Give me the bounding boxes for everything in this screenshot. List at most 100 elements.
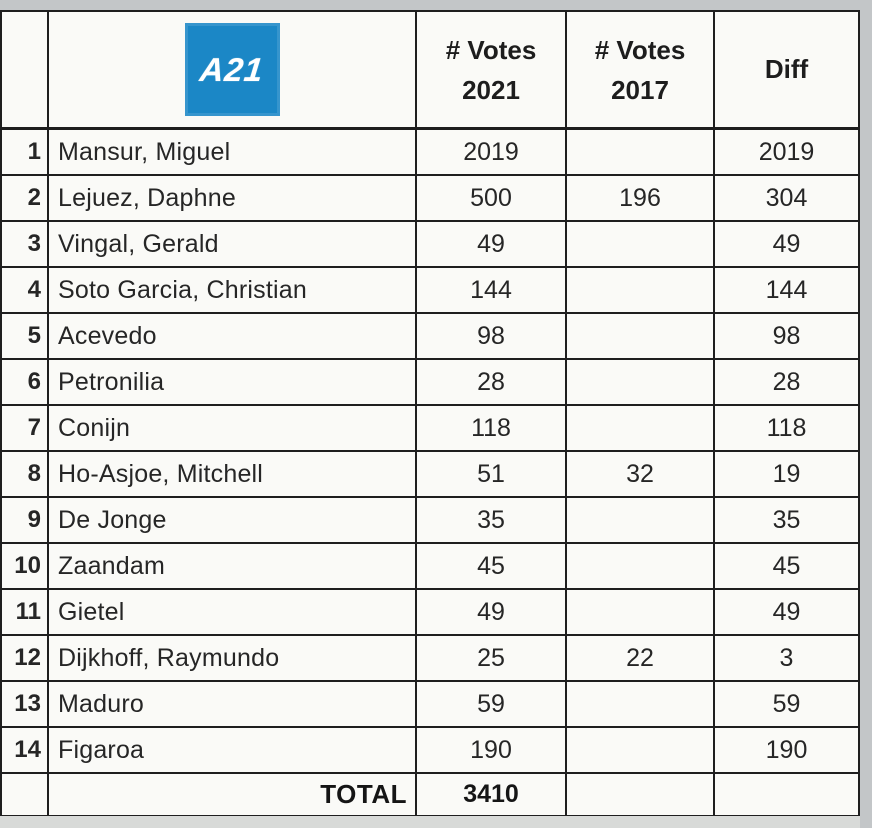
votes-2017-cell: 32 xyxy=(567,452,715,498)
rank-cell: 6 xyxy=(2,360,49,406)
votes-2021-cell: 49 xyxy=(417,222,567,268)
table-body: 1 Mansur, Miguel 2019 2019 2 Lejuez, Daphne 50… xyxy=(2,130,858,774)
votes-2021-cell: 28 xyxy=(417,360,567,406)
rank-cell: 14 xyxy=(2,728,49,774)
header-rank-cell xyxy=(2,12,49,130)
header-votes-2017-line2: 2017 xyxy=(611,74,669,105)
name-cell: Dijkhoff, Raymundo xyxy=(49,636,417,682)
diff-cell: 59 xyxy=(715,682,858,728)
table-header-row: A21 # Votes 2021 # Votes 2017 Diff xyxy=(2,12,858,130)
votes-2017-cell xyxy=(567,222,715,268)
header-party-cell: A21 xyxy=(49,12,417,130)
diff-cell: 3 xyxy=(715,636,858,682)
name-cell: Gietel xyxy=(49,590,417,636)
votes-table: A21 # Votes 2021 # Votes 2017 Diff 1 Mans… xyxy=(0,10,860,820)
header-diff-cell: Diff xyxy=(715,12,858,130)
header-votes-2021-line1: # Votes xyxy=(445,34,537,65)
a21-party-logo: A21 xyxy=(184,23,280,116)
votes-2021-cell: 500 xyxy=(417,176,567,222)
rank-cell: 5 xyxy=(2,314,49,360)
table-row: 8 Ho-Asjoe, Mitchell 51 32 19 xyxy=(2,452,858,498)
table-row: 10 Zaandam 45 45 xyxy=(2,544,858,590)
votes-2021-cell: 190 xyxy=(417,728,567,774)
diff-cell: 144 xyxy=(715,268,858,314)
top-margin xyxy=(0,0,872,10)
votes-2017-cell: 196 xyxy=(567,176,715,222)
votes-2021-cell: 144 xyxy=(417,268,567,314)
bottom-margin xyxy=(0,816,860,828)
rank-cell: 8 xyxy=(2,452,49,498)
total-votes-2021-cell: 3410 xyxy=(417,774,567,815)
table-row: 13 Maduro 59 59 xyxy=(2,682,858,728)
votes-2021-cell: 45 xyxy=(417,544,567,590)
votes-2021-cell: 35 xyxy=(417,498,567,544)
votes-2017-cell xyxy=(567,544,715,590)
diff-cell: 49 xyxy=(715,222,858,268)
rank-cell: 7 xyxy=(2,406,49,452)
diff-cell: 28 xyxy=(715,360,858,406)
name-cell: Acevedo xyxy=(49,314,417,360)
name-cell: Soto Garcia, Christian xyxy=(49,268,417,314)
name-cell: Ho-Asjoe, Mitchell xyxy=(49,452,417,498)
votes-2017-cell xyxy=(567,360,715,406)
rank-cell: 12 xyxy=(2,636,49,682)
votes-2017-cell xyxy=(567,498,715,544)
votes-2021-cell: 98 xyxy=(417,314,567,360)
name-cell: Zaandam xyxy=(49,544,417,590)
votes-2017-cell xyxy=(567,130,715,176)
votes-2017-cell: 22 xyxy=(567,636,715,682)
rank-cell: 13 xyxy=(2,682,49,728)
diff-cell: 98 xyxy=(715,314,858,360)
total-votes-2017-cell xyxy=(567,774,715,815)
diff-cell: 19 xyxy=(715,452,858,498)
total-rank-cell xyxy=(2,774,49,815)
name-cell: Maduro xyxy=(49,682,417,728)
name-cell: Conijn xyxy=(49,406,417,452)
header-votes-2017-cell: # Votes 2017 xyxy=(567,12,715,130)
votes-2021-cell: 59 xyxy=(417,682,567,728)
table-row: 9 De Jonge 35 35 xyxy=(2,498,858,544)
table-row: 5 Acevedo 98 98 xyxy=(2,314,858,360)
table-row: 7 Conijn 118 118 xyxy=(2,406,858,452)
table-row: 2 Lejuez, Daphne 500 196 304 xyxy=(2,176,858,222)
votes-2017-cell xyxy=(567,268,715,314)
a21-logo-text: A21 xyxy=(198,50,266,88)
rank-cell: 4 xyxy=(2,268,49,314)
total-diff-cell xyxy=(715,774,858,815)
name-cell: Vingal, Gerald xyxy=(49,222,417,268)
votes-2017-cell xyxy=(567,728,715,774)
diff-cell: 45 xyxy=(715,544,858,590)
name-cell: Mansur, Miguel xyxy=(49,130,417,176)
total-row: TOTAL 3410 xyxy=(2,774,858,815)
name-cell: Lejuez, Daphne xyxy=(49,176,417,222)
votes-2021-cell: 51 xyxy=(417,452,567,498)
table-row: 12 Dijkhoff, Raymundo 25 22 3 xyxy=(2,636,858,682)
diff-cell: 35 xyxy=(715,498,858,544)
votes-2017-cell xyxy=(567,314,715,360)
rank-cell: 9 xyxy=(2,498,49,544)
diff-cell: 190 xyxy=(715,728,858,774)
rank-cell: 11 xyxy=(2,590,49,636)
votes-2017-cell xyxy=(567,406,715,452)
name-cell: Figaroa xyxy=(49,728,417,774)
diff-cell: 118 xyxy=(715,406,858,452)
table-row: 4 Soto Garcia, Christian 144 144 xyxy=(2,268,858,314)
table-row: 14 Figaroa 190 190 xyxy=(2,728,858,774)
rank-cell: 2 xyxy=(2,176,49,222)
votes-2021-cell: 118 xyxy=(417,406,567,452)
rank-cell: 1 xyxy=(2,130,49,176)
votes-2021-cell: 2019 xyxy=(417,130,567,176)
table-row: 11 Gietel 49 49 xyxy=(2,590,858,636)
header-votes-2021-cell: # Votes 2021 xyxy=(417,12,567,130)
rank-cell: 3 xyxy=(2,222,49,268)
header-votes-2021-line2: 2021 xyxy=(462,74,520,105)
votes-2021-cell: 25 xyxy=(417,636,567,682)
name-cell: Petronilia xyxy=(49,360,417,406)
diff-cell: 2019 xyxy=(715,130,858,176)
total-label-cell: TOTAL xyxy=(49,774,417,815)
table-row: 3 Vingal, Gerald 49 49 xyxy=(2,222,858,268)
diff-cell: 49 xyxy=(715,590,858,636)
table-row: 6 Petronilia 28 28 xyxy=(2,360,858,406)
right-margin xyxy=(860,0,872,828)
